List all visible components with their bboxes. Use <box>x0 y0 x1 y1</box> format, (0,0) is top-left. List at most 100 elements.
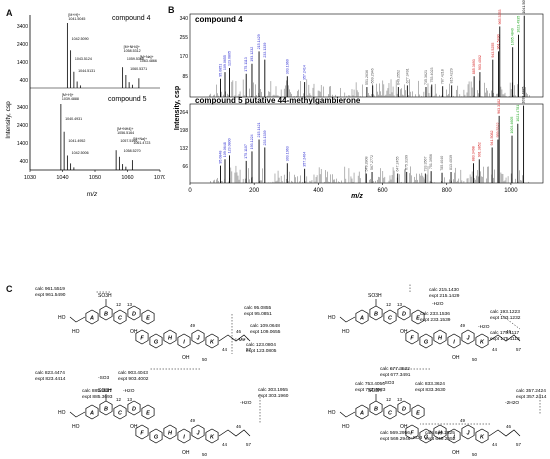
panel-a-peak-label: 1039.4888 <box>62 97 79 101</box>
annotation: expt 961.5490 <box>35 292 66 298</box>
annotation: expt 109.0655 <box>250 329 281 335</box>
ring <box>461 424 475 440</box>
ring-letter: E <box>146 316 150 322</box>
group-label: 46 <box>506 329 512 334</box>
ring <box>405 424 419 440</box>
ring <box>163 424 177 440</box>
panel-b-ytick: 85 <box>182 74 188 80</box>
annotation: expt 123.0805 <box>246 348 277 354</box>
group-label: HO <box>72 424 80 430</box>
panel-b-xlabel: m/z <box>351 193 363 200</box>
panel-c-structures: A B C D E F G H I J K HO HO SO3H OH OH 46 49 12 13 44 50 57 A B C… <box>35 284 547 457</box>
panel-b-xtick: 200 <box>249 188 260 194</box>
annotation: calc 357.2424 <box>516 388 546 394</box>
ring-letter: I <box>453 340 455 346</box>
ring <box>433 329 447 345</box>
group-label: 12 <box>116 397 122 402</box>
ring-letter: I <box>183 435 185 441</box>
panel-b-ytick: 66 <box>182 164 188 170</box>
panel-a-xtick: 1030 <box>24 175 36 181</box>
panel-b-ytick: 340 <box>180 16 189 22</box>
group-label: 46 <box>236 424 242 429</box>
ring <box>149 428 163 444</box>
ring <box>447 428 461 444</box>
panel-b-blue-bot-label: 123.0800 <box>227 138 231 153</box>
panel-b-green-top-label: 1005.4840 <box>511 28 515 45</box>
group-label: SO3H <box>368 293 382 299</box>
panel-b-blue-top-label: 123.0805 <box>227 51 231 66</box>
annotation: calc 303.1955 <box>258 387 288 393</box>
ring-letter: D <box>402 407 406 413</box>
structure-top-left: A B C D E F G H I J K HO HO SO3H OH OH 46 49 12 13 44 50 57 <box>58 293 252 362</box>
panel-b-gray-top-label: 649.2552 <box>396 70 400 85</box>
annotation: expt 303.1960 <box>258 393 289 399</box>
ring <box>383 309 397 325</box>
annotation: -H2O <box>123 388 135 394</box>
panel-a-peak-label: 1043.5124 <box>75 57 92 61</box>
ring-letter: J <box>466 431 470 437</box>
panel-b-blue-bot-label: 357.2404 <box>303 152 307 167</box>
side-chain <box>339 316 356 323</box>
ring-letter: A <box>89 411 94 417</box>
ring-letter: H <box>438 336 443 342</box>
panel-a-xtick: 1070 <box>154 175 165 181</box>
annotation: expt 569.2946 <box>380 436 411 442</box>
ring-letter: B <box>104 312 108 318</box>
panel-a-ytick: 1400 <box>17 141 28 147</box>
ring <box>397 305 411 321</box>
panel-a-ytick: 3400 <box>17 105 28 111</box>
ring <box>149 333 163 349</box>
annotation: expt 215.1429 <box>429 293 460 299</box>
ring-letter: E <box>416 316 420 322</box>
panel-b-red-bot-label: 963.3182 <box>497 99 501 114</box>
ring-letter: G <box>154 435 159 441</box>
group-label: 57 <box>246 442 252 447</box>
annotation: expt 649.2552 <box>425 436 456 442</box>
group-label: 57 <box>516 442 522 447</box>
group-label: 49 <box>190 323 196 328</box>
panel-a-peak-label: 1042.5090 <box>72 37 89 41</box>
panel-a-ytick: 3400 <box>17 24 28 30</box>
annotation: calc 123.0804 <box>246 342 276 348</box>
panel-b-red-top-label: 903.4002 <box>478 55 482 70</box>
ring <box>433 424 447 440</box>
panel-b-blue-top-label: 357.2414 <box>303 65 307 80</box>
panel-b-chart: Intensity, csp m/z compound 4 compound 5… <box>174 0 544 200</box>
panel-b-xtick: 0 <box>188 188 192 194</box>
panel-a-ytick: 400 <box>20 159 29 165</box>
panel-b-green-top-label: 1023.4935 <box>516 16 520 33</box>
panel-b-red-top-label: 961.5490 <box>497 34 501 49</box>
panel-b-red-top-label: 965.3353 <box>498 9 502 24</box>
panel-b-red-bot-label: 883.3498 <box>471 146 475 161</box>
group-label: 12 <box>116 302 122 307</box>
panel-b-blue-top-label: 109.0655 <box>223 55 227 70</box>
group-label: 50 <box>202 452 208 457</box>
panel-a-ytick: 2400 <box>17 42 28 48</box>
ring <box>163 329 177 345</box>
ring-letter: G <box>424 340 429 346</box>
ring <box>383 404 397 420</box>
side-chain <box>488 429 521 437</box>
annotation: calc 175.1117 <box>490 330 519 336</box>
group-label: 57 <box>246 347 252 352</box>
annotation: calc 233.1536 <box>420 311 450 317</box>
structure-bottom-right: A B C D E F G H I J K HO HO SO3H OH OH 46 49 12 13 44 50 57 <box>328 388 522 457</box>
ring <box>411 309 425 325</box>
annotation: calc 95.0855 <box>244 305 272 311</box>
panel-b-gray-bot-label: 675.3199 <box>405 155 409 170</box>
group-label: HO <box>328 315 336 321</box>
panel-a-peak-ion: [M+Na]+ <box>140 55 154 59</box>
side-chain <box>69 411 86 418</box>
group-label: HO <box>58 315 66 321</box>
annotation: -2H2O <box>505 400 519 406</box>
panel-b-black-top-label: 1041.5050 <box>522 0 526 14</box>
panel-b-xtick: 800 <box>442 188 453 194</box>
ring <box>475 428 489 444</box>
group-label: OH <box>400 424 408 430</box>
ring-letter: C <box>388 316 393 322</box>
ring <box>405 329 419 345</box>
panel-b-blue-bot-label: 193.1224 <box>250 134 254 149</box>
panel-b-ylabel: Intensity, csp <box>174 86 181 130</box>
panel-a-peak-label: 1058.5312 <box>124 49 141 53</box>
group-label: 44 <box>222 347 228 352</box>
